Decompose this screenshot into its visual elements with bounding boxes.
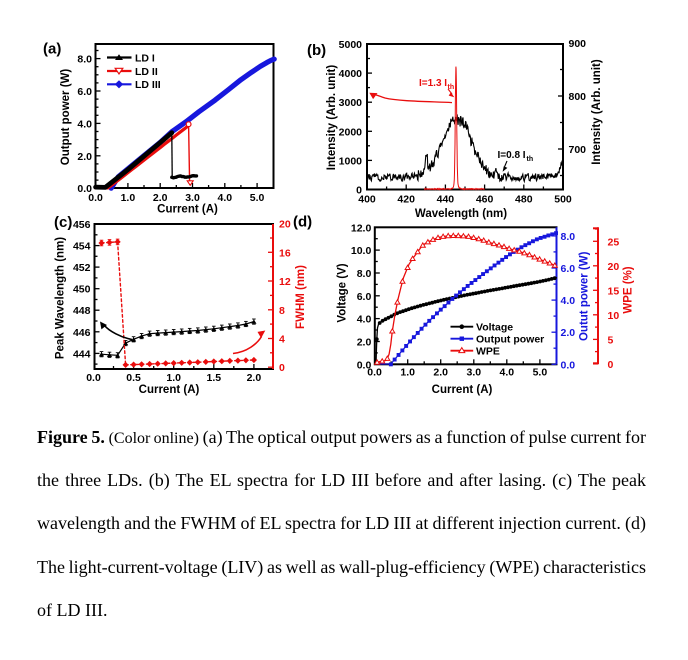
svg-text:2.0: 2.0 xyxy=(433,367,448,379)
svg-text:2.0: 2.0 xyxy=(153,192,168,204)
svg-text:4.0: 4.0 xyxy=(77,118,92,130)
svg-text:5.0: 5.0 xyxy=(533,367,548,379)
svg-text:700: 700 xyxy=(569,144,587,156)
svg-text:6.0: 6.0 xyxy=(561,263,576,275)
svg-text:25: 25 xyxy=(608,236,620,248)
svg-text:5: 5 xyxy=(608,334,614,346)
svg-text:(c): (c) xyxy=(54,214,72,231)
svg-text:(a): (a) xyxy=(43,41,61,58)
svg-text:4.0: 4.0 xyxy=(561,295,576,307)
svg-text:4000: 4000 xyxy=(339,68,363,80)
svg-text:2.0: 2.0 xyxy=(561,327,576,339)
svg-text:Current (A): Current (A) xyxy=(157,204,218,216)
svg-text:4: 4 xyxy=(279,334,285,346)
svg-text:Peak Wavelength (nm): Peak Wavelength (nm) xyxy=(55,237,67,359)
svg-text:(b): (b) xyxy=(307,42,326,59)
svg-text:0.0: 0.0 xyxy=(357,359,372,371)
svg-text:3000: 3000 xyxy=(339,97,363,109)
svg-text:0: 0 xyxy=(608,359,614,371)
svg-text:400: 400 xyxy=(358,194,376,206)
svg-text:Current (A): Current (A) xyxy=(432,384,493,396)
svg-text:16: 16 xyxy=(279,247,291,259)
svg-text:0.0: 0.0 xyxy=(367,367,382,379)
svg-text:900: 900 xyxy=(569,38,587,50)
svg-text:Output power (W): Output power (W) xyxy=(60,69,72,166)
svg-text:8.0: 8.0 xyxy=(561,231,576,243)
svg-text:1.0: 1.0 xyxy=(121,192,136,204)
svg-text:454: 454 xyxy=(73,241,91,253)
svg-text:4.0: 4.0 xyxy=(217,192,232,204)
svg-text:15: 15 xyxy=(608,285,620,297)
svg-text:440: 440 xyxy=(437,194,455,206)
svg-text:0.0: 0.0 xyxy=(88,192,103,204)
svg-text:0.0: 0.0 xyxy=(86,372,101,384)
svg-text:1.0: 1.0 xyxy=(166,372,181,384)
svg-text:448: 448 xyxy=(73,305,91,317)
svg-text:Voltage: Voltage xyxy=(476,322,513,334)
svg-text:12.0: 12.0 xyxy=(351,222,372,234)
svg-text:6.0: 6.0 xyxy=(357,291,372,303)
svg-text:20: 20 xyxy=(608,261,620,273)
svg-text:500: 500 xyxy=(554,194,572,206)
svg-text:0.0: 0.0 xyxy=(561,359,576,371)
svg-text:2.0: 2.0 xyxy=(357,337,372,349)
svg-text:Current (A): Current (A) xyxy=(139,384,200,396)
svg-text:2000: 2000 xyxy=(339,126,363,138)
svg-text:th: th xyxy=(527,156,534,163)
svg-text:8: 8 xyxy=(279,305,285,317)
svg-text:Intensity (Arb. unit): Intensity (Arb. unit) xyxy=(591,59,603,165)
svg-text:FWHM (nm): FWHM (nm) xyxy=(295,265,307,329)
svg-text:I=1.3 I: I=1.3 I xyxy=(419,78,447,89)
svg-text:452: 452 xyxy=(73,262,91,274)
svg-text:420: 420 xyxy=(397,194,415,206)
svg-text:Voltage (V): Voltage (V) xyxy=(337,263,349,322)
svg-text:LD III: LD III xyxy=(135,79,161,91)
svg-text:1000: 1000 xyxy=(339,155,363,167)
svg-text:LD I: LD I xyxy=(135,52,155,64)
svg-text:444: 444 xyxy=(73,348,91,360)
svg-text:0: 0 xyxy=(356,185,362,197)
svg-text:Output power: Output power xyxy=(476,334,544,346)
svg-text:10: 10 xyxy=(608,310,620,322)
svg-text:0: 0 xyxy=(279,362,285,374)
svg-text:8.0: 8.0 xyxy=(77,54,92,66)
svg-text:1.5: 1.5 xyxy=(206,372,221,384)
svg-text:0.0: 0.0 xyxy=(77,183,92,195)
svg-text:460: 460 xyxy=(476,194,494,206)
svg-text:2.0: 2.0 xyxy=(77,151,92,163)
svg-text:0.5: 0.5 xyxy=(126,372,141,384)
svg-text:3.0: 3.0 xyxy=(466,367,481,379)
svg-text:3.0: 3.0 xyxy=(185,192,200,204)
svg-text:WPE (%): WPE (%) xyxy=(623,266,635,313)
svg-text:4.0: 4.0 xyxy=(499,367,514,379)
svg-text:10.0: 10.0 xyxy=(351,245,372,257)
svg-text:1.0: 1.0 xyxy=(400,367,415,379)
svg-text:800: 800 xyxy=(569,91,587,103)
svg-text:446: 446 xyxy=(73,327,91,339)
svg-text:456: 456 xyxy=(73,219,91,231)
svg-text:5000: 5000 xyxy=(339,39,363,51)
svg-text:WPE: WPE xyxy=(476,346,500,358)
svg-text:Outut power (W): Outut power (W) xyxy=(579,251,591,341)
svg-text:4.0: 4.0 xyxy=(357,314,372,326)
svg-text:5.0: 5.0 xyxy=(250,192,265,204)
svg-text:6.0: 6.0 xyxy=(77,86,92,98)
svg-text:480: 480 xyxy=(515,194,533,206)
svg-text:450: 450 xyxy=(73,284,91,296)
svg-text:LD II: LD II xyxy=(135,66,158,78)
svg-text:2.0: 2.0 xyxy=(247,372,262,384)
svg-text:8.0: 8.0 xyxy=(357,268,372,280)
svg-text:I=0.8 I: I=0.8 I xyxy=(498,150,526,161)
svg-text:20: 20 xyxy=(279,219,291,231)
svg-text:(d): (d) xyxy=(293,214,312,231)
svg-text:th: th xyxy=(448,84,455,91)
svg-text:Intensity (Arb. unit): Intensity (Arb. unit) xyxy=(326,65,338,171)
svg-text:Wavelength (nm): Wavelength (nm) xyxy=(415,208,507,220)
svg-text:12: 12 xyxy=(279,276,291,288)
